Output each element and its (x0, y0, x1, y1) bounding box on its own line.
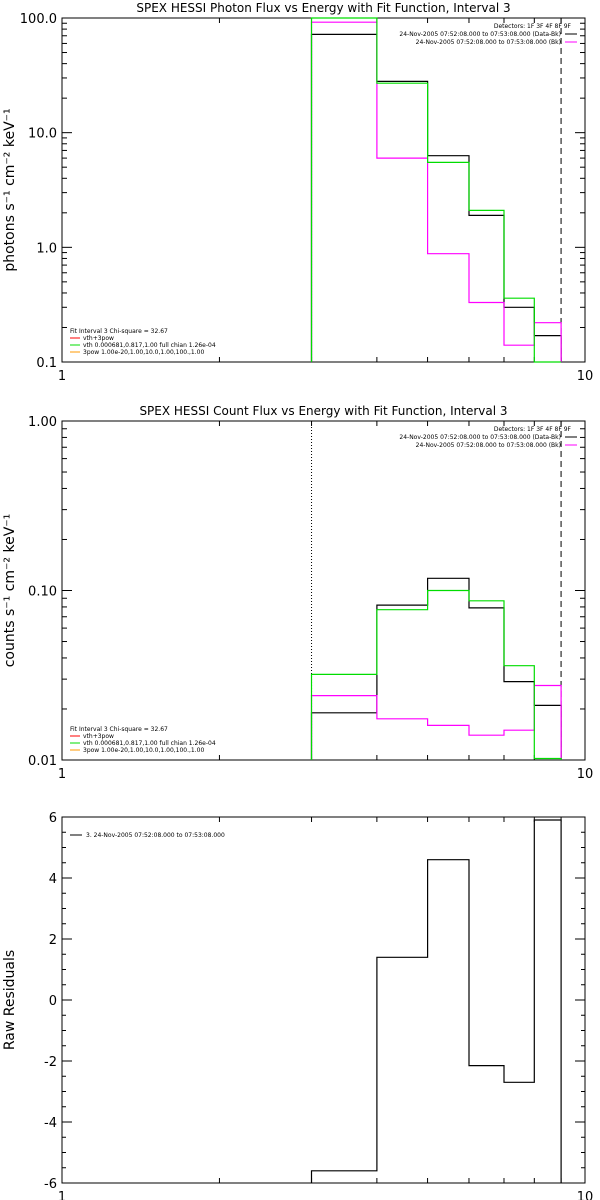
x-tick-label: 1 (58, 369, 66, 384)
y-tick-label: 10.0 (28, 127, 57, 142)
series-line-2 (310, 21, 562, 362)
y-tick-label: 0.1 (36, 356, 57, 371)
legend-fit-text: 3pow 1.00e-20,1.00,10.0,1.00,100.,1.00 (83, 747, 204, 754)
y-tick-label: 0 (49, 994, 57, 1009)
panel-1: SPEX HESSI Photon Flux vs Energy with Fi… (2, 1, 593, 384)
legend-entry-text: 24-Nov-2005 07:52:08.000 to 07:53:08.000… (416, 442, 561, 449)
legend-entry-text: 24-Nov-2005 07:52:08.000 to 07:53:08.000… (399, 31, 561, 38)
x-tick-label: 1 (58, 767, 66, 782)
y-tick-label: 100.0 (20, 12, 57, 27)
legend-entry-text: 24-Nov-2005 07:52:08.000 to 07:53:08.000… (399, 434, 561, 441)
x-tick-label: 10 (577, 1190, 594, 1200)
y-tick-label: -2 (44, 1055, 57, 1070)
y-tick-label: -4 (44, 1116, 57, 1131)
y-tick-label: 1.00 (28, 415, 57, 430)
series-line-1 (310, 33, 562, 362)
legend-detectors: Detectors: 1F 3F 4F 8F 9F (494, 23, 572, 30)
y-tick-label: 1.0 (36, 241, 57, 256)
y-tick-label: 0.10 (28, 585, 57, 600)
legend-fit-text: vth 0.000681,0.817,1.00 full chian 1.26e… (83, 740, 216, 747)
legend-fit-text: vth 0.000681,0.817,1.00 full chian 1.26e… (83, 342, 216, 349)
legend-residual-text: 3. 24-Nov-2005 07:52:08.000 to 07:53:08.… (86, 832, 225, 839)
y-tick-label: -6 (44, 1177, 57, 1192)
series-line-2 (310, 684, 562, 760)
y-axis-label: Raw Residuals (2, 950, 18, 1050)
y-tick-label: 0.01 (28, 754, 57, 769)
y-tick-label: 6 (49, 811, 57, 826)
legend-detectors: Detectors: 1F 3F 4F 8F 9F (494, 426, 572, 433)
plot-frame (61, 17, 586, 363)
legend-fit-text: vth+3pow (83, 733, 114, 740)
chart-title: SPEX HESSI Photon Flux vs Energy with Fi… (136, 1, 510, 15)
panel-3: 1 10 -6 -4 -2 0 2 4 6 Raw Residuals 3. 24-Nov-2005… (2, 811, 593, 1200)
plot-frame (61, 420, 586, 761)
series-line-3 (310, 17, 562, 363)
x-tick-label: 10 (577, 369, 594, 384)
y-tick-label: 2 (49, 933, 57, 948)
series-line-3 (310, 589, 562, 760)
y-tick-label: 4 (49, 872, 57, 887)
y-axis-label: counts s⁻¹ cm⁻² keV⁻¹ (2, 514, 18, 668)
series-line-1 (310, 577, 562, 760)
chart-title: SPEX HESSI Count Flux vs Energy with Fit… (139, 404, 507, 418)
y-axis-label: photons s⁻¹ cm⁻² keV⁻¹ (2, 108, 18, 271)
x-tick-label: 1 (58, 1190, 66, 1200)
legend-fit-text: vth+3pow (83, 335, 114, 342)
series-line-1 (310, 819, 562, 1183)
legend-fit-header: Fit Interval 3 Chi-square = 32.67 (70, 328, 168, 335)
legend-entry-text: 24-Nov-2005 07:52:08.000 to 07:53:08.000… (416, 39, 561, 46)
panel-2: SPEX HESSI Count Flux vs Energy with Fit… (2, 404, 593, 782)
legend-fit-header: Fit Interval 3 Chi-square = 32.67 (70, 726, 168, 733)
legend-fit-text: 3pow 1.00e-20,1.00,10.0,1.00,100.,1.00 (83, 349, 204, 356)
plot-frame (61, 816, 586, 1184)
x-tick-label: 10 (577, 767, 594, 782)
